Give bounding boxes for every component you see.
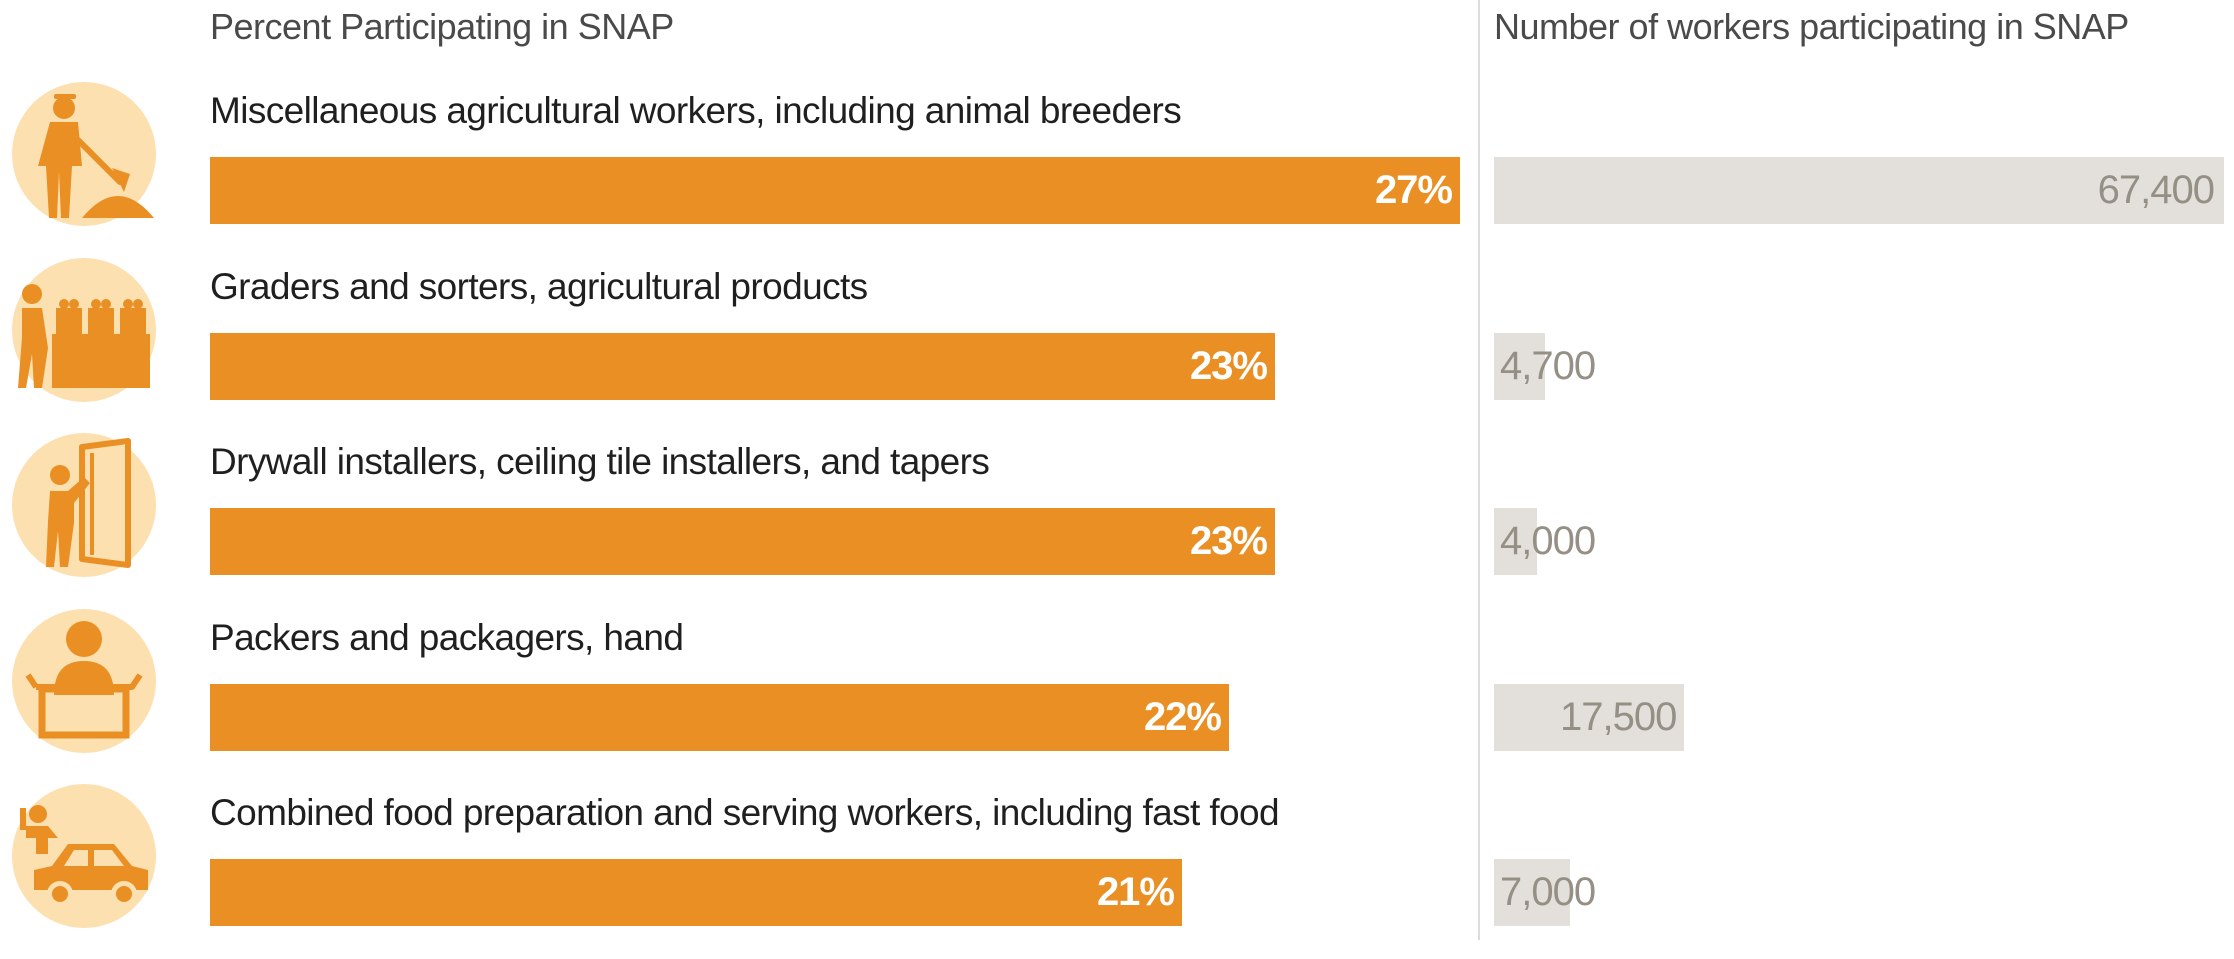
worker-count-value-label: 4,700: [1500, 343, 1596, 388]
farm-worker-shovel-icon: [12, 82, 156, 226]
occupation-label: Drywall installers, ceiling tile install…: [210, 441, 990, 482]
percent-value-label: 23%: [1189, 343, 1268, 388]
occupation-label: Combined food preparation and serving wo…: [210, 792, 1280, 833]
chart-row: Graders and sorters, agricultural produc…: [0, 257, 2234, 433]
chart-row: Drywall installers, ceiling tile install…: [0, 433, 2234, 608]
percent-value-label: 27%: [1374, 168, 1453, 212]
worker-count-value-label: 7,000: [1500, 870, 1596, 914]
worker-count-value-label: 67,400: [2097, 168, 2215, 212]
percent-bar: 23%: [210, 508, 1275, 575]
packer-box-icon: [12, 608, 156, 753]
worker-count-value-label: 4,000: [1500, 519, 1596, 563]
drywall-installer-icon: [12, 433, 156, 577]
chart-row: Combined food preparation and serving wo…: [0, 784, 2234, 959]
worker-count-bar: [1494, 683, 1684, 751]
occupation-label: Graders and sorters, agricultural produc…: [210, 265, 868, 307]
percent-bar: 27%: [210, 157, 1460, 224]
percent-bar: 23%: [210, 332, 1275, 400]
percent-value-label: 21%: [1096, 870, 1175, 914]
worker-count-bar: [1494, 332, 1545, 400]
percent-bar: 22%: [210, 683, 1229, 751]
percent-value-label: 22%: [1143, 694, 1222, 739]
worker-count-bar: [1494, 859, 1570, 926]
column-divider: [1478, 0, 1480, 940]
food-delivery-car-icon: [12, 784, 156, 928]
chart-row: Miscellaneous agricultural workers, incl…: [0, 82, 2234, 257]
worker-count-bar: [1494, 508, 1537, 575]
percent-bar: 21%: [210, 859, 1182, 926]
percent-value-label: 23%: [1189, 519, 1268, 563]
occupation-label: Packers and packagers, hand: [210, 616, 684, 658]
grader-sorter-crates-icon: [12, 257, 156, 402]
worker-count-value-label: 17,500: [1560, 694, 1677, 739]
worker-count-bar: [1494, 157, 2224, 224]
percent-column-header: Percent Participating in SNAP: [210, 6, 674, 47]
chart-row: Packers and packagers, hand 22% 17,500: [0, 608, 2234, 784]
number-column-header: Number of workers participating in SNAP: [1494, 6, 2129, 47]
occupation-label: Miscellaneous agricultural workers, incl…: [210, 90, 1182, 131]
